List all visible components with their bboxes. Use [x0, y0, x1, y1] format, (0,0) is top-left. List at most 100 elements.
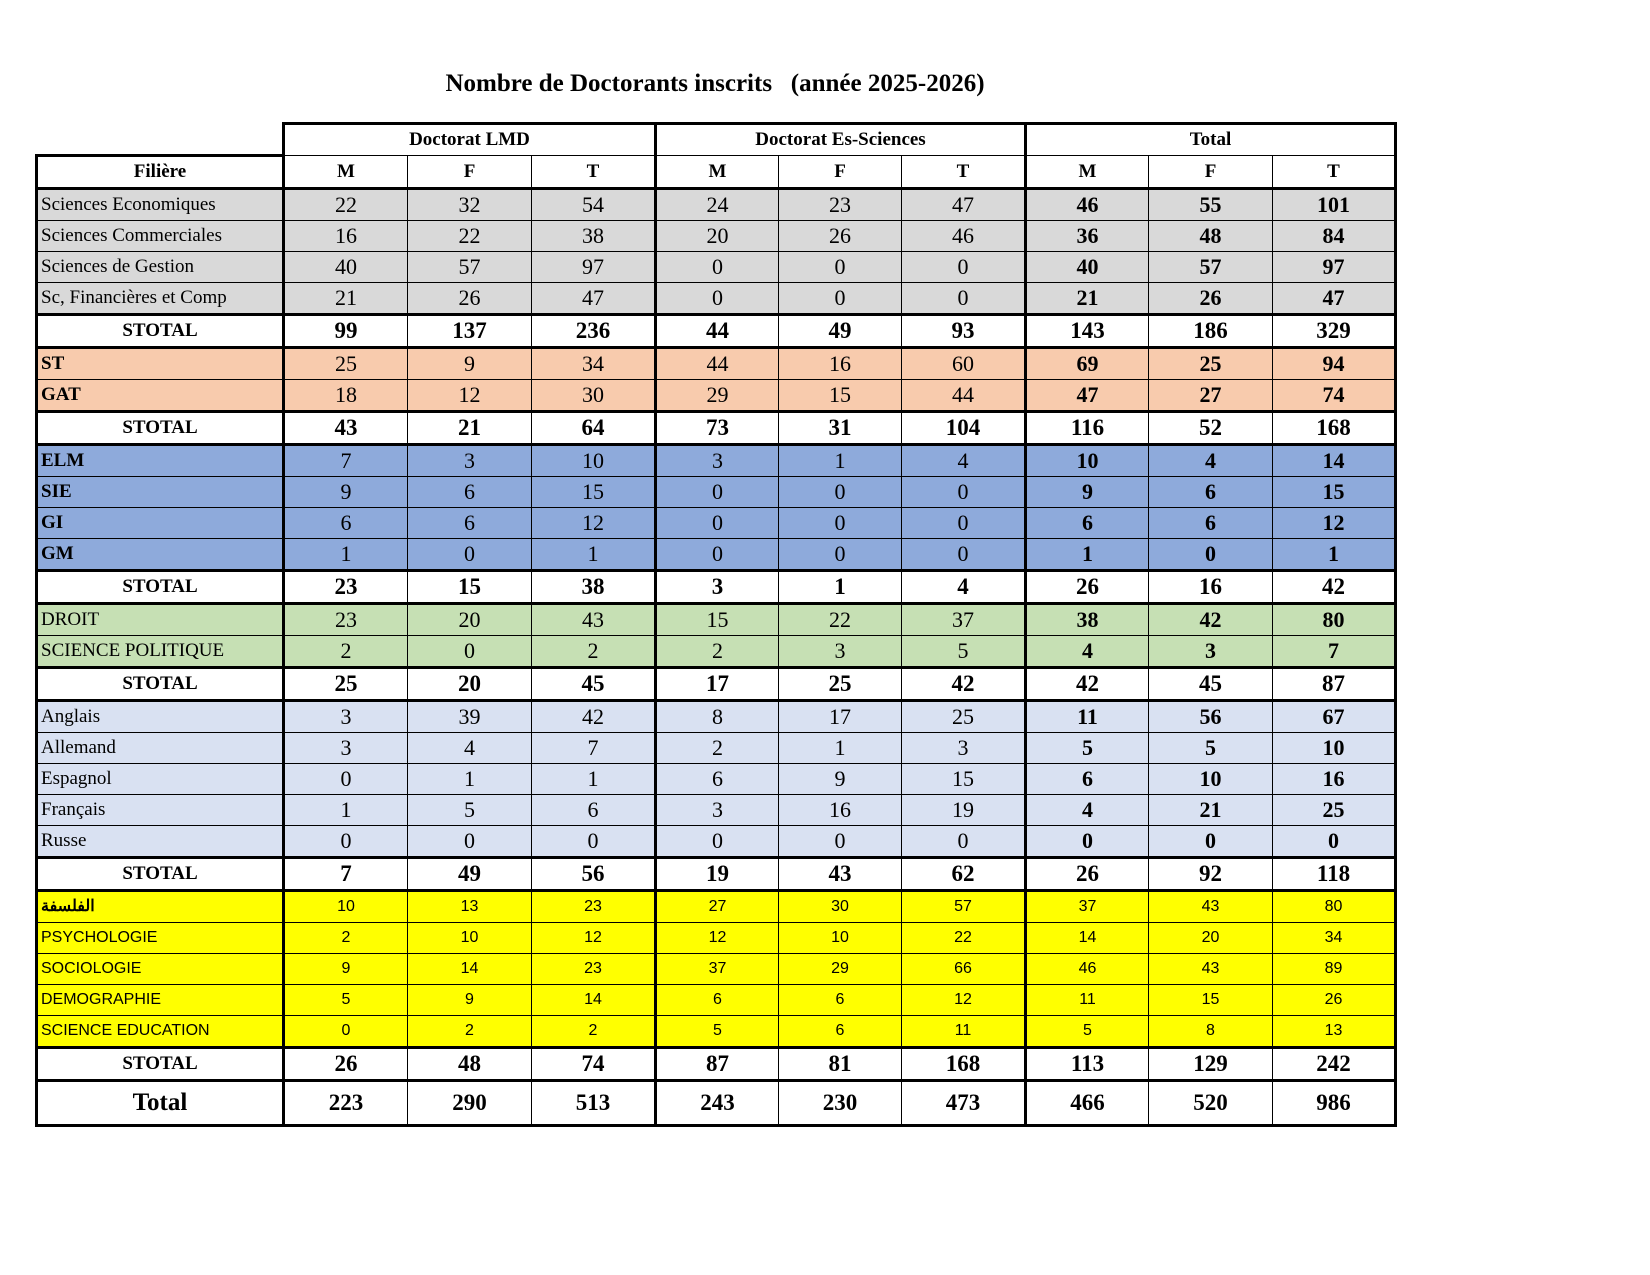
- cell-doctorat-es-sciences-f: 3: [778, 635, 902, 668]
- cell-total-t: 118: [1272, 856, 1397, 891]
- cell-doctorat-lmd-m: 10: [282, 889, 408, 923]
- cell-total-f: 15: [1148, 984, 1273, 1016]
- table-row: SIE 9 6 15 0 0 0 9 6 15: [35, 476, 1397, 508]
- cell-doctorat-es-sciences-f: 1: [778, 732, 902, 764]
- cell-total-m: 46: [1024, 187, 1149, 221]
- cell-doctorat-lmd-m: 0: [282, 763, 408, 795]
- table-row: Sciences Commerciales 16 22 38 20 26 46 36 48 84: [35, 220, 1397, 252]
- cell-doctorat-es-sciences-m: 0: [654, 251, 779, 283]
- cell-doctorat-lmd-m: 2: [282, 922, 408, 954]
- row-label: Espagnol: [35, 763, 284, 795]
- cell-doctorat-lmd-f: 9: [407, 346, 532, 380]
- cell-doctorat-es-sciences-m: 19: [654, 856, 779, 891]
- cell-total-t: 15: [1272, 476, 1397, 508]
- header-total: Total: [1024, 122, 1397, 156]
- group-header-row: Doctorat LMD Doctorat Es-Sciences Total: [36, 122, 1397, 157]
- cell-doctorat-es-sciences-f: 230: [778, 1079, 902, 1127]
- cell-total-t: 80: [1272, 889, 1397, 923]
- cell-total-t: 97: [1272, 251, 1397, 283]
- cell-total-f: 6: [1148, 476, 1273, 508]
- cell-doctorat-es-sciences-t: 44: [901, 379, 1026, 412]
- cell-doctorat-lmd-t: 74: [531, 1046, 656, 1081]
- cell-total-t: 34: [1272, 922, 1397, 954]
- cell-doctorat-lmd-m: 7: [282, 856, 408, 891]
- cell-doctorat-lmd-f: 39: [407, 699, 532, 733]
- row-label: STOTAL: [35, 410, 284, 445]
- cell-doctorat-lmd-m: 6: [282, 507, 408, 539]
- table-row: GM 1 0 1 0 0 0 1 0 1: [35, 538, 1397, 571]
- cell-total-t: 329: [1272, 313, 1397, 348]
- cell-doctorat-lmd-f: 48: [407, 1046, 532, 1081]
- cell-total-f: 0: [1148, 538, 1273, 571]
- header-filiere: Filière: [35, 154, 284, 189]
- cell-total-t: 25: [1272, 794, 1397, 826]
- row-label: SCIENCE POLITIQUE: [35, 635, 284, 668]
- cell-doctorat-es-sciences-t: 0: [901, 825, 1026, 858]
- cell-doctorat-lmd-m: 43: [282, 410, 408, 445]
- row-label: STOTAL: [35, 313, 284, 348]
- header-doctorat-es-sciences: Doctorat Es-Sciences: [654, 122, 1026, 156]
- row-label: SOCIOLOGIE: [35, 953, 284, 985]
- row-label: Sciences Commerciales: [35, 220, 284, 252]
- cell-doctorat-lmd-f: 20: [407, 602, 532, 636]
- cell-doctorat-es-sciences-f: 0: [778, 251, 902, 283]
- cell-doctorat-lmd-t: 64: [531, 410, 656, 445]
- cell-doctorat-lmd-f: 3: [407, 443, 532, 477]
- cell-doctorat-lmd-t: 38: [531, 569, 656, 604]
- cell-total-f: 26: [1148, 282, 1273, 315]
- row-label: Sciences Economiques: [35, 187, 284, 221]
- cell-doctorat-lmd-f: 26: [407, 282, 532, 315]
- cell-doctorat-es-sciences-m: 0: [654, 507, 779, 539]
- cell-doctorat-lmd-t: 15: [531, 476, 656, 508]
- cell-doctorat-lmd-m: 16: [282, 220, 408, 252]
- cell-total-m: 0: [1024, 825, 1149, 858]
- cell-doctorat-es-sciences-f: 17: [778, 699, 902, 733]
- cell-doctorat-es-sciences-t: 0: [901, 282, 1026, 315]
- table-row: الفلسفة 10 13 23 27 30 57 37 43 80: [35, 889, 1397, 923]
- cell-doctorat-es-sciences-t: 57: [901, 889, 1026, 923]
- cell-total-f: 43: [1148, 889, 1273, 923]
- cell-total-m: 37: [1024, 889, 1149, 923]
- cell-doctorat-es-sciences-f: 0: [778, 507, 902, 539]
- cell-total-m: 26: [1024, 569, 1149, 604]
- cell-doctorat-es-sciences-t: 42: [901, 666, 1026, 701]
- cell-total-t: 986: [1272, 1079, 1397, 1127]
- cell-doctorat-lmd-f: 0: [407, 825, 532, 858]
- cell-total-m: 5: [1024, 1015, 1149, 1048]
- cell-doctorat-es-sciences-f: 16: [778, 346, 902, 380]
- cell-doctorat-lmd-t: 2: [531, 635, 656, 668]
- cell-doctorat-es-sciences-f: 6: [778, 1015, 902, 1048]
- cell-doctorat-lmd-m: 7: [282, 443, 408, 477]
- row-label: Russe: [35, 825, 284, 858]
- cell-doctorat-lmd-t: 1: [531, 763, 656, 795]
- cell-total-f: 55: [1148, 187, 1273, 221]
- header-doctorat-lmd: Doctorat LMD: [282, 122, 656, 156]
- table-row: Espagnol 0 1 1 6 9 15 6 10 16: [35, 763, 1397, 795]
- cell-doctorat-es-sciences-m: 3: [654, 794, 779, 826]
- subtotal-row: STOTAL 23 15 38 3 1 4 26 16 42: [35, 569, 1397, 604]
- row-label: STOTAL: [35, 1046, 284, 1081]
- row-label: ST: [35, 346, 284, 380]
- cell-doctorat-lmd-m: 18: [282, 379, 408, 412]
- cell-total-f: 4: [1148, 443, 1273, 477]
- cell-doctorat-es-sciences-f: 0: [778, 538, 902, 571]
- cell-doctorat-lmd-t: 34: [531, 346, 656, 380]
- cell-doctorat-lmd-f: 6: [407, 476, 532, 508]
- cell-total-m: 10: [1024, 443, 1149, 477]
- cell-doctorat-es-sciences-f: 31: [778, 410, 902, 445]
- cell-total-m: 47: [1024, 379, 1149, 412]
- cell-total-m: 26: [1024, 856, 1149, 891]
- cell-doctorat-es-sciences-t: 0: [901, 538, 1026, 571]
- table-row: Français 1 5 6 3 16 19 4 21 25: [35, 794, 1397, 826]
- cell-total-f: 52: [1148, 410, 1273, 445]
- cell-doctorat-lmd-m: 0: [282, 825, 408, 858]
- cell-total-m: 5: [1024, 732, 1149, 764]
- cell-total-t: 12: [1272, 507, 1397, 539]
- cell-total-m: 36: [1024, 220, 1149, 252]
- table-row: Sciences de Gestion 40 57 97 0 0 0 40 57 97: [35, 251, 1397, 283]
- cell-doctorat-es-sciences-t: 47: [901, 187, 1026, 221]
- table-row: SCIENCE EDUCATION 0 2 2 5 6 11 5 8 13: [35, 1015, 1397, 1048]
- row-label: Total: [35, 1079, 284, 1127]
- cell-doctorat-lmd-f: 0: [407, 635, 532, 668]
- cell-doctorat-es-sciences-t: 19: [901, 794, 1026, 826]
